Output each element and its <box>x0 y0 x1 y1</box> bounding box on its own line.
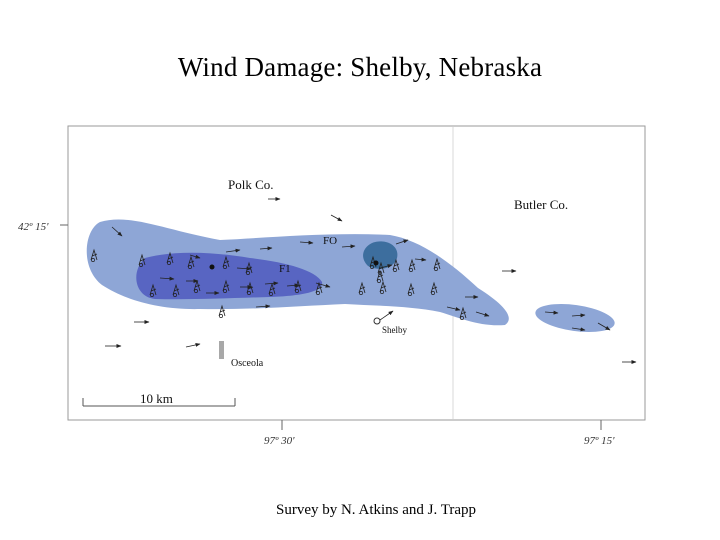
wind-vector-arrow <box>330 214 343 222</box>
wind-vector-arrow <box>414 257 427 262</box>
damage-point-symbol <box>149 283 157 297</box>
damage-point-symbol <box>90 248 98 262</box>
f1-point-marker <box>209 264 215 270</box>
wind-vector-arrow <box>446 306 461 311</box>
wind-vector-arrow <box>299 240 314 245</box>
wind-vector-arrow <box>255 304 271 309</box>
wind-vector-arrow <box>225 248 241 253</box>
wind-vector-arrow <box>341 244 356 249</box>
osceola-label: Osceola <box>231 358 264 369</box>
damage-point-symbol <box>268 282 276 296</box>
scale-bar <box>82 398 236 407</box>
shelby-label: Shelby <box>382 325 408 335</box>
damage-point-symbol <box>407 282 415 296</box>
latitude-label: 42º 15' <box>18 221 49 233</box>
wind-vector-arrow <box>236 266 252 271</box>
damage-point-symbol <box>358 281 366 295</box>
wind-vector-arrow <box>315 282 331 288</box>
wind-vector-arrow <box>597 322 611 331</box>
damage-point-symbol <box>187 255 195 269</box>
survey-credit: Survey by N. Atkins and J. Trapp <box>275 502 477 518</box>
wind-vector-arrow <box>571 327 586 332</box>
wind-vector-arrow <box>395 239 409 245</box>
county-label-west: Polk Co. <box>228 177 274 192</box>
wind-vector-arrow <box>189 254 201 259</box>
longitude-label-left: 97º 30' <box>264 435 295 447</box>
damage-point-symbol <box>459 306 467 320</box>
damage-symbols <box>90 248 467 320</box>
damage-point-symbol <box>379 280 387 294</box>
scale-label: 10 km <box>140 391 173 406</box>
damage-point-symbol <box>315 281 323 295</box>
damage-point-symbol <box>392 258 400 272</box>
longitude-label-right: 97º 15' <box>584 435 615 447</box>
wind-vector-arrow <box>159 276 175 281</box>
wind-vector-arrow <box>544 310 559 315</box>
damage-point-symbol <box>138 253 146 267</box>
map-title: Wind Damage: Shelby, Nebraska <box>177 52 543 82</box>
fo-point-marker <box>373 260 379 266</box>
wind-vector-arrow <box>379 310 394 321</box>
county-label-east: Butler Co. <box>514 197 568 212</box>
wind-vector-arrow <box>259 246 273 251</box>
wind-vector-arrow <box>264 281 279 286</box>
damage-point-symbol <box>433 257 441 271</box>
f1-label: F1 <box>279 263 291 275</box>
osceola-marker <box>219 341 224 359</box>
damage-point-symbol <box>245 261 253 275</box>
damage-point-symbol <box>193 279 201 293</box>
f1-zone <box>136 252 323 300</box>
wind-vector-arrow <box>475 311 490 317</box>
damage-point-symbol <box>408 258 416 272</box>
damage-point-symbol <box>222 255 230 269</box>
damage-point-symbol <box>376 269 384 283</box>
shelby-marker <box>373 317 381 325</box>
damage-point-symbol <box>294 279 302 293</box>
damage-point-symbol <box>218 304 226 318</box>
fo-label: FO <box>323 235 337 247</box>
damage-point-symbol <box>222 279 230 293</box>
wind-vector-arrow <box>111 226 123 237</box>
wind-vector-arrow <box>571 313 586 318</box>
damage-point-symbol <box>430 281 438 295</box>
damage-point-symbol <box>166 251 174 265</box>
wind-vector-arrow <box>185 342 201 348</box>
damage-point-symbol <box>246 281 254 295</box>
damage-point-symbol <box>172 283 180 297</box>
